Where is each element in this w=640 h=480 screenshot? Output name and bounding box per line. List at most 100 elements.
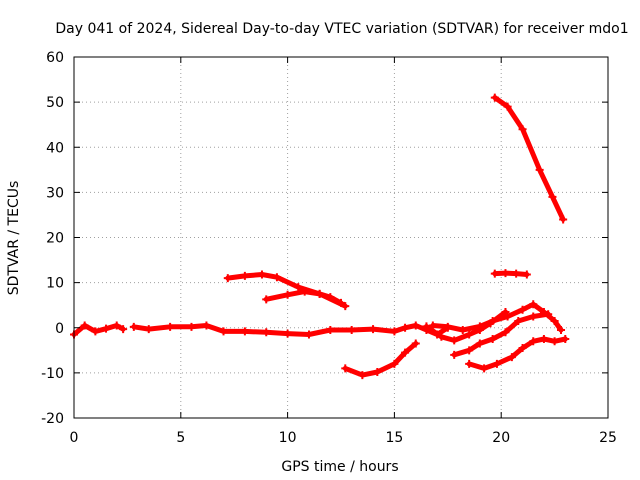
series-trace-4 [262, 287, 345, 307]
data-point [529, 337, 538, 346]
data-point [475, 339, 484, 348]
data-point [219, 327, 228, 336]
data-point [518, 305, 527, 314]
data-point [465, 359, 474, 368]
data-point [443, 322, 452, 331]
series-trace-10 [490, 93, 568, 224]
data-point [262, 328, 271, 337]
data-point [475, 322, 484, 331]
data-point [450, 336, 459, 345]
data-point [490, 269, 499, 278]
data-point [557, 326, 566, 335]
data-point [257, 270, 266, 279]
data-point [529, 300, 538, 309]
data-point [550, 316, 559, 325]
axes: 0 5 10 15 20 25 -20 -10 0 10 20 30 40 50 60 [41, 50, 617, 446]
grid [74, 57, 608, 418]
series-trace-2 [129, 321, 452, 339]
data-point [401, 323, 410, 332]
data-point [544, 310, 553, 319]
data-point [129, 322, 138, 331]
data-point [326, 293, 335, 302]
data-point [223, 274, 232, 283]
data-point [272, 273, 281, 282]
data-point [300, 287, 309, 296]
data-point [102, 324, 111, 333]
x-tick-label: 15 [385, 430, 403, 446]
data-point [341, 364, 350, 373]
x-tick-label: 20 [492, 430, 510, 446]
x-tick-label: 5 [176, 430, 185, 446]
y-tick-label: -10 [41, 366, 64, 382]
x-tick-label: 10 [279, 430, 297, 446]
data-point [559, 215, 568, 224]
data-point [401, 348, 410, 357]
data-point [166, 322, 175, 331]
data-point [548, 192, 557, 201]
data-point [539, 335, 548, 344]
data-point [490, 93, 499, 102]
data-point [369, 325, 378, 334]
y-tick-label: 20 [46, 231, 64, 247]
data-point [240, 327, 249, 336]
y-tick-label: 10 [46, 276, 64, 292]
x-tick-label: 0 [70, 430, 79, 446]
data-point [411, 339, 420, 348]
y-tick-label: -20 [41, 411, 64, 427]
data-point [373, 367, 382, 376]
plot-frame [73, 56, 609, 419]
y-tick-label: 50 [46, 95, 64, 111]
data-point [283, 290, 292, 299]
series-trace-1 [70, 321, 128, 339]
data-point [262, 295, 271, 304]
series-trace-5 [341, 339, 420, 380]
data-point [501, 269, 510, 278]
data-point [283, 329, 292, 338]
data-point [561, 335, 570, 344]
data-point [315, 289, 324, 298]
data-point [488, 335, 497, 344]
data-point [358, 371, 367, 380]
series-trace-11 [490, 269, 531, 279]
x-tick-label: 25 [599, 430, 617, 446]
data-traces [70, 93, 570, 380]
series-line [492, 95, 566, 222]
data-point [411, 321, 420, 330]
data-point [465, 330, 474, 339]
data-point [202, 321, 211, 330]
data-point [550, 337, 559, 346]
data-point [80, 321, 89, 330]
data-point [304, 330, 313, 339]
data-point [390, 327, 399, 336]
data-point [337, 298, 345, 307]
data-point [91, 327, 100, 336]
series-trace-3 [223, 270, 350, 311]
data-point [518, 344, 527, 353]
data-point [437, 332, 446, 341]
data-point [480, 364, 489, 373]
series-line [342, 341, 419, 378]
data-point [492, 359, 501, 368]
data-point [501, 328, 510, 337]
data-point [347, 326, 356, 335]
y-tick-label: 60 [46, 50, 64, 66]
data-point [341, 302, 350, 311]
data-point [529, 312, 538, 321]
y-tick-label: 30 [46, 185, 64, 201]
data-point [507, 353, 516, 362]
data-point [503, 102, 512, 111]
data-point [514, 316, 523, 325]
x-axis-label: GPS time / hours [281, 459, 398, 475]
data-point [187, 322, 196, 331]
data-point [428, 321, 437, 330]
chart-title: Day 041 of 2024, Sidereal Day-to-day VTE… [55, 21, 628, 37]
series-trace-8 [450, 310, 553, 359]
y-tick-label: 40 [46, 140, 64, 156]
data-point [119, 325, 128, 334]
data-point [112, 321, 121, 330]
data-point [522, 270, 531, 279]
data-point [465, 346, 474, 355]
data-point [488, 316, 497, 325]
data-point [512, 269, 521, 278]
